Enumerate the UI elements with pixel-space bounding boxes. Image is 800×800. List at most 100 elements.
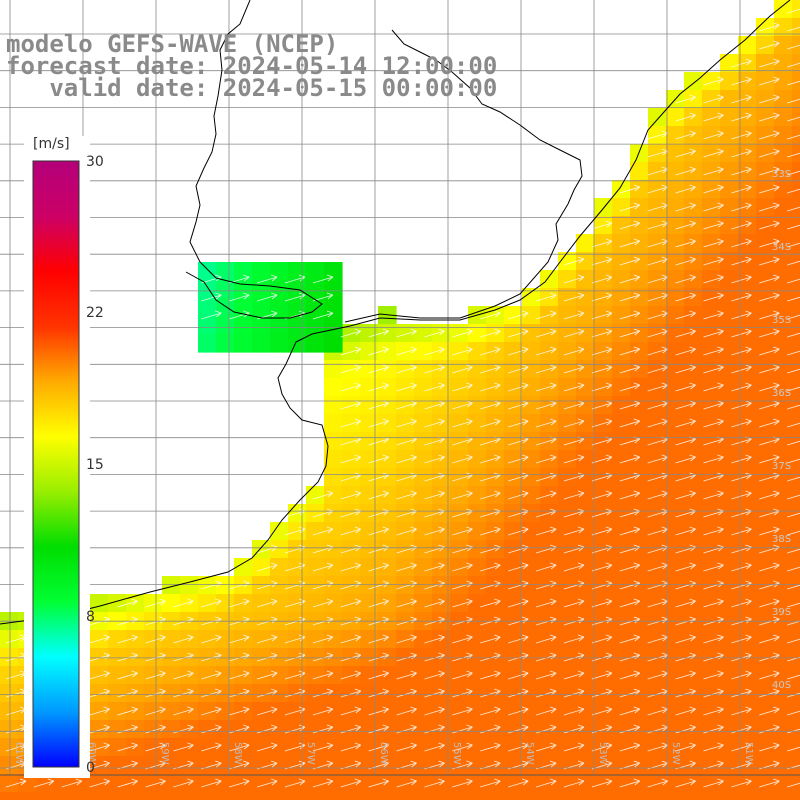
wind-speed-cell <box>756 774 775 793</box>
wind-arrow <box>256 670 278 680</box>
wind-arrow <box>480 706 501 716</box>
wind-arrow <box>396 526 417 536</box>
wind-arrow <box>675 490 696 500</box>
wind-arrow <box>535 634 557 644</box>
wind-speed-cell <box>720 684 739 703</box>
wind-arrow <box>424 490 445 500</box>
wind-arrow <box>117 634 138 644</box>
wind-arrow <box>452 778 473 788</box>
wind-speed-cell <box>108 630 127 649</box>
wind-speed-cell <box>666 288 685 307</box>
wind-arrow <box>675 778 696 788</box>
wind-speed-cell <box>774 378 793 397</box>
wind-arrow <box>340 670 362 680</box>
wind-speed-cell <box>576 414 595 433</box>
wind-arrow <box>591 364 613 374</box>
wind-speed-cell <box>702 558 721 577</box>
wind-speed-cell <box>792 108 800 127</box>
wind-speed-cell <box>738 648 757 667</box>
title-forecast-date: forecast date: 2024-05-14 12:00:00 <box>6 52 498 80</box>
longitude-label: 54W <box>524 742 535 765</box>
wind-speed-cell <box>342 468 361 487</box>
wind-arrow <box>619 526 641 536</box>
latitude-label: 34S <box>772 242 791 253</box>
colorbar: [m/s] 30 22 15 8 0 <box>24 136 104 778</box>
wind-arrow <box>591 580 613 590</box>
wind-speed-cell <box>756 594 775 613</box>
wind-arrow <box>731 418 752 428</box>
wind-speed-cell <box>648 144 667 163</box>
wind-speed-cell <box>54 774 73 793</box>
wind-arrow <box>396 418 417 428</box>
wind-speed-cell <box>234 756 253 775</box>
wind-arrow <box>703 382 724 392</box>
wind-arrow <box>396 778 417 788</box>
wind-speed-cell <box>486 396 505 415</box>
wind-arrow <box>535 418 557 428</box>
wind-speed-cell <box>108 666 127 685</box>
wind-speed-cell <box>648 504 667 523</box>
wind-speed-cell <box>738 54 757 73</box>
wind-arrow <box>229 724 250 734</box>
wind-speed-cell <box>306 262 325 281</box>
wind-arrow <box>619 292 641 302</box>
wind-speed-cell <box>324 756 343 775</box>
wind-speed-cell <box>648 756 667 775</box>
wind-arrow <box>89 670 110 680</box>
wind-arrow <box>117 310 138 320</box>
wind-speed-cell <box>378 792 397 800</box>
wind-speed-cell <box>648 162 667 181</box>
wind-arrow <box>396 706 417 716</box>
wind-arrow <box>619 364 641 374</box>
wind-arrow <box>759 598 780 608</box>
wind-speed-cell <box>666 414 685 433</box>
wind-arrow <box>703 742 724 752</box>
wind-arrow <box>535 508 557 518</box>
wind-speed-cell <box>774 756 793 775</box>
wind-arrow <box>759 148 780 158</box>
wind-speed-cell <box>342 522 361 541</box>
wind-speed-cell <box>792 54 800 73</box>
wind-speed-cell <box>792 18 800 37</box>
wind-speed-cell <box>504 306 523 325</box>
wind-speed-cell <box>576 540 595 559</box>
wind-arrow <box>396 724 417 734</box>
wind-arrow <box>340 580 362 590</box>
wind-arrow <box>312 742 334 752</box>
wind-speed-cell <box>792 576 800 595</box>
wind-arrow <box>787 692 800 698</box>
wind-speed-cell <box>396 774 415 793</box>
wind-speed-cell <box>414 522 433 541</box>
wind-arrow <box>703 508 724 518</box>
wind-speed-cell <box>504 450 523 469</box>
wind-speed-cell <box>198 702 217 721</box>
wind-arrow <box>787 782 800 788</box>
wind-speed-cell <box>558 792 577 800</box>
wind-speed-cell <box>198 684 217 703</box>
wind-speed-cell <box>720 540 739 559</box>
wind-speed-cell <box>702 108 721 127</box>
wind-speed-cell <box>234 576 253 595</box>
wind-arrow <box>787 422 800 428</box>
wind-speed-cell <box>792 36 800 55</box>
wind-arrow <box>340 328 362 338</box>
wind-speed-cell <box>612 324 631 343</box>
wind-arrow <box>731 562 752 572</box>
wind-arrow <box>675 508 696 518</box>
rio-de-la-plata-shore <box>185 0 323 319</box>
wind-speed-cell <box>396 396 415 415</box>
wind-speed-cell <box>612 414 631 433</box>
wind-speed-cell <box>558 540 577 559</box>
wind-arrow <box>703 184 724 194</box>
wind-speed-cell <box>774 486 793 505</box>
wind-speed-cell <box>450 450 469 469</box>
wind-arrow <box>703 724 724 734</box>
wind-speed-cell <box>216 792 235 800</box>
wind-speed-cell <box>522 342 541 361</box>
wind-arrow <box>368 562 389 572</box>
wind-arrow <box>675 418 696 428</box>
wind-arrow <box>396 634 417 644</box>
wind-arrow <box>368 580 389 590</box>
wind-speed-cell <box>738 288 757 307</box>
